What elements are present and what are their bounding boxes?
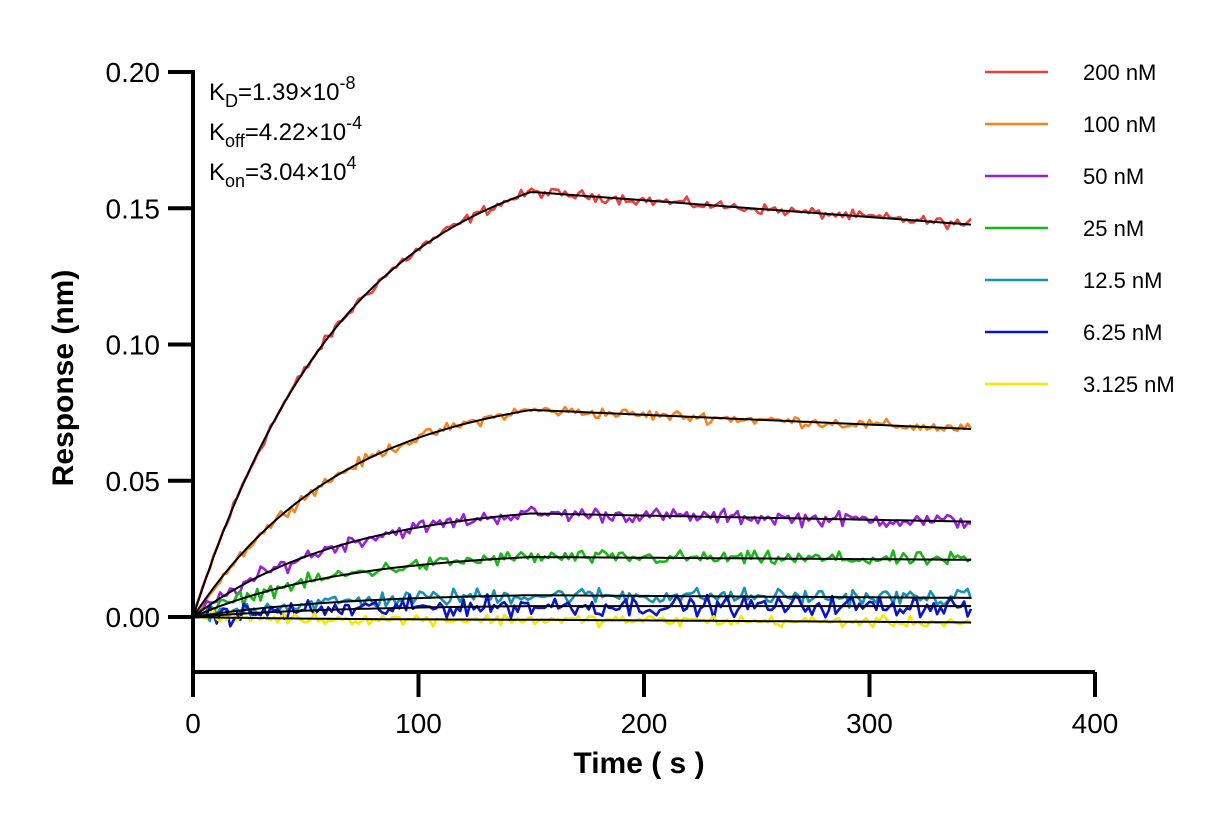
y-tick-label: 0.00	[106, 602, 161, 633]
kinetics-line: Kon=3.04×104	[209, 153, 357, 191]
x-tick-label: 300	[846, 708, 893, 739]
fit-line	[192, 512, 972, 618]
y-tick-label: 0.20	[106, 57, 161, 88]
fit-layer	[192, 191, 972, 624]
y-tick-label: 0.10	[106, 330, 161, 361]
legend-label: 25 nM	[1083, 216, 1144, 241]
kinetics-line: KD=1.39×10-8	[209, 73, 355, 111]
kinetics-line: Koff=4.22×10-4	[209, 113, 362, 151]
series-line	[192, 586, 973, 623]
x-axis-title: Time ( s )	[573, 747, 704, 780]
x-tick-label: 100	[395, 708, 442, 739]
fit-line	[192, 191, 972, 618]
legend: 200 nM 100 nM 50 nM 25 nM 12.5 nM 6.25 nM 3.12…	[985, 60, 1175, 397]
legend-label: 6.25 nM	[1083, 320, 1163, 345]
fit-line	[192, 605, 971, 618]
fit-line	[192, 616, 972, 624]
legend-label: 50 nM	[1083, 164, 1144, 189]
ticks-layer: 0.00 0.05 0.10 0.15 0.20 0 100 200 300 400	[106, 57, 1119, 739]
fit-line	[192, 409, 972, 618]
legend-label: 200 nM	[1083, 60, 1156, 85]
y-axis-title: Response (nm)	[47, 270, 80, 487]
x-tick-label: 400	[1072, 708, 1119, 739]
x-tick-label: 200	[621, 708, 668, 739]
legend-label: 12.5 nM	[1083, 268, 1163, 293]
x-tick-label: 0	[185, 708, 201, 739]
y-tick-label: 0.15	[106, 193, 161, 224]
fit-line	[192, 594, 971, 618]
series-layer	[191, 187, 973, 629]
y-tick-label: 0.05	[106, 466, 161, 497]
legend-label: 3.125 nM	[1083, 372, 1175, 397]
fit-line	[192, 556, 972, 618]
legend-label: 100 nM	[1083, 112, 1156, 137]
series-line	[192, 609, 972, 629]
